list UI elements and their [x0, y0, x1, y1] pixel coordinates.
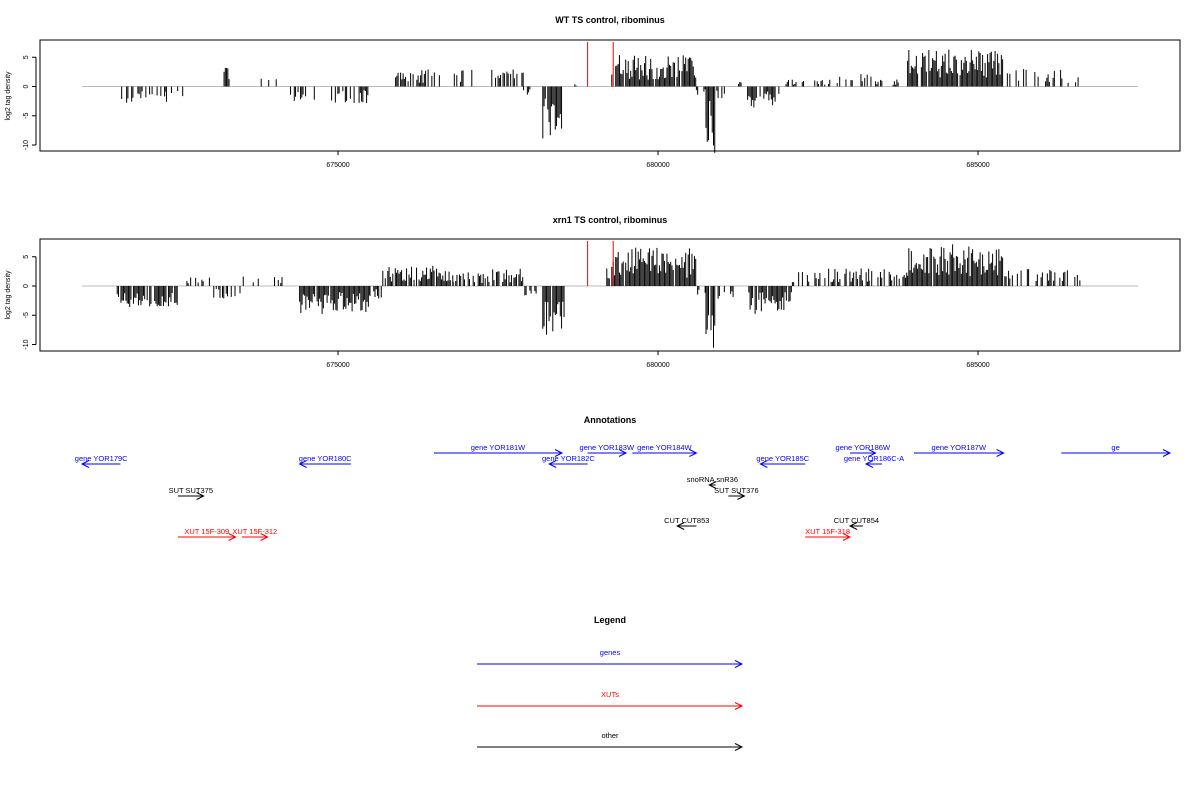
- feature-arrow-head: [737, 492, 746, 500]
- feature-label: SUT SUT376: [714, 486, 758, 495]
- feature-arrow-head: [848, 522, 858, 530]
- feature-arrow-head: [80, 460, 90, 468]
- feature-arrow-head: [676, 522, 685, 530]
- feature-label: gene YOR179C: [75, 454, 128, 463]
- legend: Legend genes XUTs other: [477, 615, 744, 751]
- feature-arrow-head: [298, 460, 307, 468]
- wt-y-axis: -10 -5 0 5: [23, 55, 37, 150]
- feature-arrow-head: [868, 449, 877, 457]
- feature-label: gene YOR180C: [299, 454, 352, 463]
- xrn1-y-tick-label: -5: [23, 312, 30, 318]
- legend-arrow-other-head: [734, 743, 744, 751]
- feature-arrow-head: [708, 481, 717, 489]
- legend-title: Legend: [594, 615, 626, 625]
- feature-arrow-head: [260, 533, 269, 541]
- feature-arrow-head: [1162, 449, 1172, 457]
- wt-x-tick-label: 685000: [966, 162, 989, 169]
- xrn1-x-tick-label: 685000: [966, 362, 989, 369]
- wt-y-tick-label: 5: [23, 55, 30, 59]
- legend-label-genes: genes: [600, 648, 621, 657]
- feature-arrow-head: [228, 533, 237, 541]
- feature-label: XUT 15F-309: [184, 527, 229, 536]
- feature-label: gene YOR184W: [637, 443, 692, 452]
- feature-arrow-head: [548, 460, 557, 468]
- xrn1-y-tick-label: -10: [23, 339, 30, 349]
- feature-arrow-head: [759, 460, 768, 468]
- legend-arrow-genes-head: [734, 660, 744, 668]
- xrn1-plot-frame: [39, 238, 1181, 352]
- xrn1-x-tick-label: 680000: [646, 362, 669, 369]
- wt-region-markers: [587, 42, 614, 87]
- legend-items: genes XUTs other: [477, 648, 744, 751]
- feature-arrow-head: [864, 460, 874, 468]
- feature-label: gene YOR181W: [471, 443, 526, 452]
- wt-x-tick-label: 675000: [326, 162, 349, 169]
- feature-label: gene YOR185C: [756, 454, 809, 463]
- feature-arrow-head: [689, 449, 698, 457]
- xrn1-panel-title: xrn1 TS control, ribominus: [553, 215, 668, 225]
- feature-label: ge: [1111, 443, 1119, 452]
- feature-label: snoRNA snR36: [687, 475, 738, 484]
- feature-label: SUT SUT375: [169, 486, 213, 495]
- feature-label: gene YOR182C: [542, 454, 595, 463]
- xrn1-y-tick-label: 5: [23, 255, 30, 259]
- legend-label-xuts: XUTs: [601, 690, 619, 699]
- feature-label: XUT 15F-312: [232, 527, 277, 536]
- wt-plot-frame: [39, 39, 1181, 152]
- xrn1-y-axis: -10 -5 0 5: [23, 255, 37, 350]
- feature-label: XUT 15F-318: [805, 527, 850, 536]
- feature-arrow-head: [196, 492, 205, 500]
- xrn1-region-markers: [587, 241, 614, 286]
- annotation-track: Annotations gene YOR179C gene YOR180Cgene…: [75, 415, 1172, 541]
- feature-arrow-head: [554, 449, 564, 457]
- wt-panel-title: WT TS control, ribominus: [555, 15, 665, 25]
- feature-arrow-head: [618, 449, 628, 457]
- wt-coverage-panel: WT TS control, ribominus log2 tag densit…: [5, 15, 1181, 169]
- wt-x-axis: 675000 680000 685000: [326, 151, 990, 169]
- xrn1-y-axis-label: log2 tag density: [5, 270, 12, 320]
- wt-y-tick-label: -10: [23, 140, 30, 150]
- feature-label: gene YOR183W: [580, 443, 635, 452]
- xrn1-y-tick-label: 0: [23, 284, 30, 288]
- wt-x-tick-label: 680000: [646, 162, 669, 169]
- legend-label-other: other: [601, 731, 619, 740]
- feature-label: gene YOR187W: [932, 443, 987, 452]
- xrn1-coverage-bars: [116, 244, 1081, 348]
- xrn1-x-axis: 675000 680000 685000: [326, 351, 990, 369]
- wt-y-tick-label: -5: [23, 113, 30, 119]
- wt-y-axis-label: log2 tag density: [5, 71, 12, 121]
- legend-arrow-xuts-head: [734, 702, 744, 710]
- feature-label: CUT CUT854: [834, 516, 879, 525]
- feature-arrows: gene YOR179C gene YOR180C gene YOR181W gene…: [75, 443, 1172, 541]
- annotations-title: Annotations: [584, 415, 637, 425]
- wt-y-tick-label: 0: [23, 84, 30, 88]
- feature-label: gene YOR186C-A: [844, 454, 904, 463]
- feature-label: CUT CUT853: [664, 516, 709, 525]
- xrn1-coverage-panel: xrn1 TS control, ribominus log2 tag dens…: [5, 215, 1181, 369]
- wt-coverage-bars: [121, 49, 1079, 153]
- feature-arrow-head: [842, 533, 852, 541]
- feature-arrow-head: [996, 449, 1005, 457]
- xrn1-x-tick-label: 675000: [326, 362, 349, 369]
- feature-label: gene YOR186W: [836, 443, 891, 452]
